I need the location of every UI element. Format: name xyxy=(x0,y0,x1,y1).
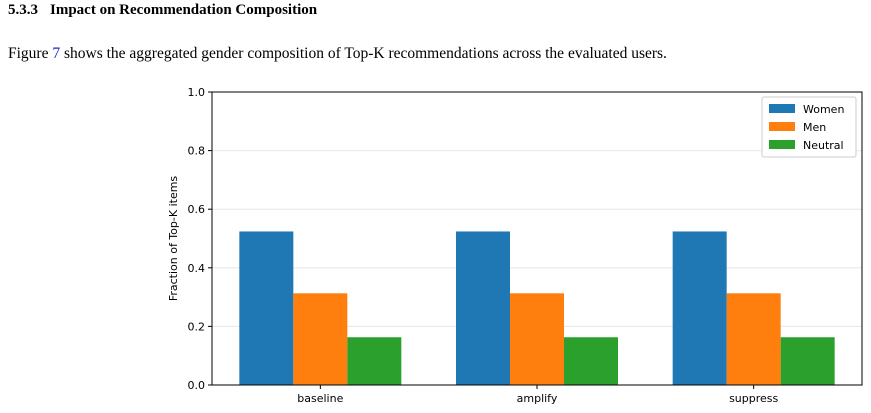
y-axis-ticks: 0.0 0.2 0.4 0.6 0.8 1.0 xyxy=(188,86,212,392)
x-tick-label: amplify xyxy=(517,392,558,405)
bar-neutral-amplify xyxy=(564,337,618,385)
x-axis-ticks: baseline amplify suppress xyxy=(297,385,779,405)
y-tick-label: 0.2 xyxy=(188,320,206,333)
legend-label-men: Men xyxy=(803,121,826,134)
legend-label-women: Women xyxy=(803,103,844,116)
y-tick-label: 0.0 xyxy=(188,379,206,392)
legend-swatch-neutral xyxy=(769,140,795,149)
bar-women-baseline xyxy=(239,231,294,385)
y-tick-label: 0.8 xyxy=(188,145,206,158)
figure-reference-link[interactable]: 7 xyxy=(52,45,61,62)
legend-swatch-men xyxy=(769,122,795,131)
bar-men-suppress xyxy=(726,293,781,385)
section-title: Impact on Recommendation Composition xyxy=(50,2,318,18)
bar-women-suppress xyxy=(672,231,727,385)
y-tick-label: 1.0 xyxy=(188,86,206,99)
bar-women-amplify xyxy=(456,231,510,385)
bar-men-amplify xyxy=(510,293,564,385)
y-axis-label: Fraction of Top-K items xyxy=(167,176,180,302)
bar-neutral-suppress xyxy=(780,337,835,385)
x-tick-label: suppress xyxy=(729,392,778,405)
legend: Women Men Neutral xyxy=(761,96,857,158)
section-heading: 5.3.3 Impact on Recommendation Compositio… xyxy=(8,2,317,19)
legend-label-neutral: Neutral xyxy=(803,139,844,152)
legend-swatch-women xyxy=(769,104,795,113)
paragraph-text-after: shows the aggregated gender composition … xyxy=(60,45,667,62)
y-tick-label: 0.6 xyxy=(188,203,206,216)
y-tick-label: 0.4 xyxy=(188,262,206,275)
x-tick-label: baseline xyxy=(297,392,343,405)
bar-men-baseline xyxy=(293,293,348,385)
bar-neutral-baseline xyxy=(347,337,402,385)
bars xyxy=(239,231,835,385)
body-paragraph: Figure 7 shows the aggregated gender com… xyxy=(8,45,667,63)
paragraph-text-before: Figure xyxy=(8,45,53,62)
section-number: 5.3.3 xyxy=(8,2,38,18)
